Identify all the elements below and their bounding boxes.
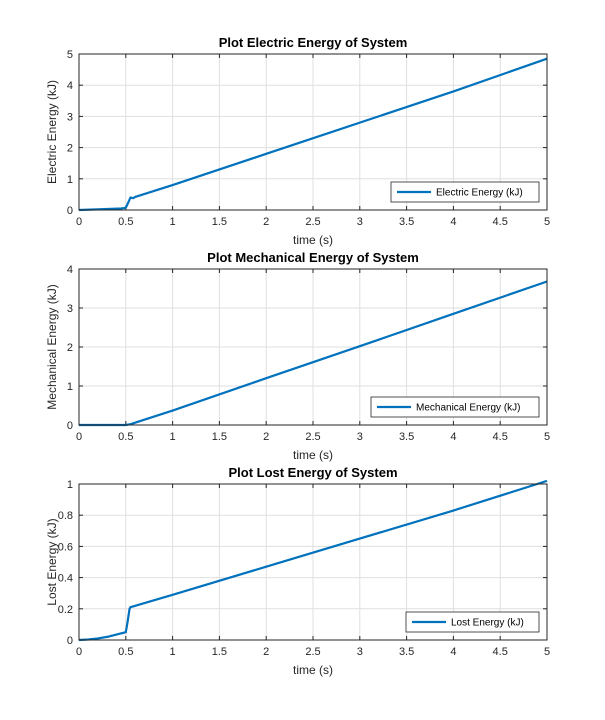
y-tick-label: 0.4 — [58, 573, 73, 585]
x-tick-label: 0.5 — [118, 216, 133, 228]
x-tick-label: 0 — [76, 646, 82, 658]
x-tick-label: 4.5 — [493, 646, 508, 658]
x-tick-label: 4 — [450, 431, 456, 443]
x-axis-label: time (s) — [293, 448, 333, 462]
x-tick-label: 0 — [76, 216, 82, 228]
y-tick-label: 0 — [67, 635, 73, 647]
x-tick-label: 2 — [263, 431, 269, 443]
legend: Electric Energy (kJ) — [390, 181, 540, 203]
legend: Mechanical Energy (kJ) — [370, 396, 540, 418]
x-tick-label: 3.5 — [399, 216, 414, 228]
series-line — [78, 57, 548, 212]
chart-2: 0 0.5 1 1.5 2 2.5 3 3.5 4 4.5 5 0 1 2 3 4 Plot Mechanica… — [45, 250, 550, 462]
legend: Lost Energy (kJ) — [405, 611, 540, 633]
legend-label: Electric Energy (kJ) — [436, 188, 523, 199]
x-tick-label: 2.5 — [305, 431, 320, 443]
x-tick-label: 1 — [170, 646, 176, 658]
y-tick-label: 0.2 — [58, 604, 73, 616]
x-tick-label: 4.5 — [493, 431, 508, 443]
axes-box — [78, 268, 548, 426]
x-tick-label: 1.5 — [212, 646, 227, 658]
legend-box — [390, 181, 540, 203]
axes-box — [78, 483, 548, 641]
x-tick-label: 2 — [263, 216, 269, 228]
x-tick-label: 4 — [450, 216, 456, 228]
x-tick-label: 3.5 — [399, 646, 414, 658]
series-line — [78, 479, 548, 642]
y-axis-label: Lost Energy (kJ) — [45, 518, 59, 605]
y-tick-label: 0 — [67, 420, 73, 432]
x-tick-label: 4 — [450, 646, 456, 658]
x-tick-label: 2 — [263, 646, 269, 658]
y-tick-label: 0 — [67, 205, 73, 217]
y-tick-label: 3 — [67, 111, 73, 123]
y-tick-label: 1 — [67, 381, 73, 393]
y-tick-label: 2 — [67, 143, 73, 155]
chart-title: Plot Mechanical Energy of System — [207, 250, 419, 265]
chart-title: Plot Electric Energy of System — [219, 35, 408, 50]
y-tick-label: 5 — [67, 49, 73, 61]
y-tick-label: 0.6 — [58, 541, 73, 553]
legend-label: Lost Energy (kJ) — [451, 618, 524, 629]
legend-box — [370, 396, 540, 418]
x-tick-label: 0.5 — [118, 431, 133, 443]
x-tick-label: 5 — [544, 646, 550, 658]
y-tick-label: 2 — [67, 342, 73, 354]
y-tick-label: 3 — [67, 303, 73, 315]
x-tick-label: 2.5 — [305, 216, 320, 228]
x-tick-label: 5 — [544, 216, 550, 228]
x-tick-label: 1 — [170, 216, 176, 228]
x-tick-label: 3.5 — [399, 431, 414, 443]
legend-label: Mechanical Energy (kJ) — [416, 403, 520, 414]
y-tick-label: 1 — [67, 174, 73, 186]
legend-box — [405, 611, 540, 633]
x-tick-label: 3 — [357, 431, 363, 443]
x-tick-label: 1.5 — [212, 431, 227, 443]
axes-box — [78, 53, 548, 211]
x-axis-label: time (s) — [293, 663, 333, 677]
x-tick-label: 2.5 — [305, 646, 320, 658]
x-tick-label: 1.5 — [212, 216, 227, 228]
y-tick-label: 4 — [67, 264, 73, 276]
y-tick-label: 1 — [67, 479, 73, 491]
y-axis-label: Mechanical Energy (kJ) — [45, 284, 59, 409]
chart-3: 0 0.5 1 1.5 2 2.5 3 3.5 4 4.5 5 0 0.2 0.4 0.6 0.8 1 Plot … — [45, 465, 550, 677]
x-tick-label: 5 — [544, 431, 550, 443]
y-tick-label: 4 — [67, 80, 73, 92]
y-tick-label: 0.8 — [58, 510, 73, 522]
x-tick-label: 4.5 — [493, 216, 508, 228]
x-tick-label: 0 — [76, 431, 82, 443]
x-tick-label: 3 — [357, 216, 363, 228]
x-tick-label: 3 — [357, 646, 363, 658]
y-axis-label: Electric Energy (kJ) — [45, 80, 59, 184]
chart-1: 0 0.5 1 1.5 2 2.5 3 3.5 4 4.5 5 0 1 2 3 4 5 Plot Electric… — [45, 35, 550, 247]
x-axis-label: time (s) — [293, 233, 333, 247]
x-tick-label: 1 — [170, 431, 176, 443]
chart-title: Plot Lost Energy of System — [228, 465, 397, 480]
x-tick-label: 0.5 — [118, 646, 133, 658]
